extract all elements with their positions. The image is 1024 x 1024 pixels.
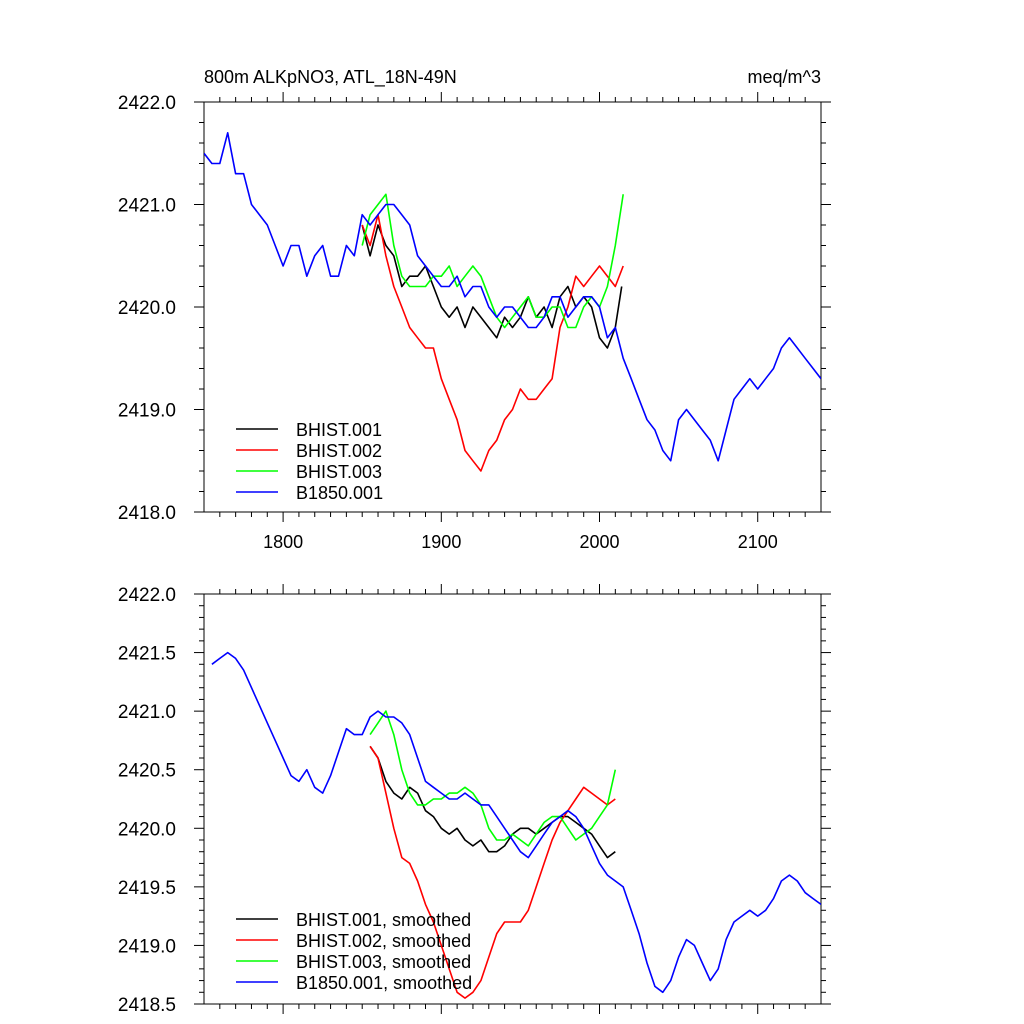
series-line-b1850-001	[204, 132, 821, 462]
y-tick-label: 2421.5	[118, 644, 176, 665]
y-tick-label: 2420.0	[118, 298, 176, 319]
y-tick-label: 2421.0	[118, 196, 176, 217]
y-tick-label: 2422.0	[118, 93, 176, 114]
y-tick-label: 2418.5	[118, 995, 176, 1016]
series-line-bhist-003-smoothed	[369, 710, 617, 847]
figure-units: meq/m^3	[748, 67, 821, 87]
y-tick-label: 2419.5	[118, 878, 176, 899]
series-line-bhist-002-smoothed	[369, 745, 616, 999]
legend-label: BHIST.001, smoothed	[296, 910, 471, 930]
figure-title: 800m ALKpNO3, ATL_18N-49N	[204, 67, 457, 88]
legend-label: BHIST.001	[296, 420, 382, 440]
series-line-b1850-001-smoothed	[211, 651, 821, 994]
x-tick-label: 2000	[579, 532, 619, 552]
legend-label: B1850.001	[296, 483, 383, 503]
y-tick-label: 2420.0	[118, 819, 176, 840]
legend-label: BHIST.003, smoothed	[296, 952, 471, 972]
legend-label: BHIST.003	[296, 462, 382, 482]
legend-label: B1850.001, smoothed	[296, 973, 472, 993]
y-tick-label: 2418.0	[118, 503, 176, 524]
top-panel: 1800 1900 2000 2100 2418.0 2419.0 2420.0 2421.0…	[118, 92, 831, 552]
legend-label: BHIST.002	[296, 441, 382, 461]
x-tick-label: 1900	[421, 532, 461, 552]
y-tick-label: 2420.5	[118, 761, 176, 782]
y-tick-label: 2419.0	[118, 936, 176, 957]
y-tick-label: 2421.0	[118, 702, 176, 723]
bottom-panel: 2418.5 2419.0 2419.5 2420.0 2420.5 2421.0 2421…	[118, 584, 831, 1016]
x-tick-label: 2100	[738, 532, 778, 552]
plot-frame	[203, 593, 822, 1005]
y-tick-label: 2422.0	[118, 585, 176, 606]
series-line-bhist-003	[361, 193, 624, 329]
y-tick-label: 2419.0	[118, 401, 176, 422]
series-line-bhist-001-smoothed	[369, 745, 616, 859]
legend-label: BHIST.002, smoothed	[296, 931, 471, 951]
series-line-bhist-002	[361, 213, 624, 472]
x-tick-label: 1800	[263, 532, 303, 552]
